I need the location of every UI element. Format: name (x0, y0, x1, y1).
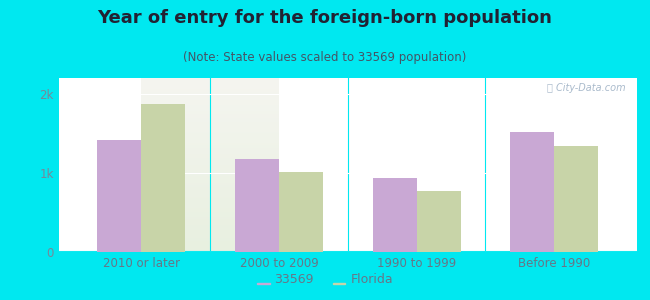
Bar (510, 132, 554, 252)
Text: Year of entry for the foreign-born population: Year of entry for the foreign-born popul… (98, 9, 552, 27)
Legend: 33569, Florida: 33569, Florida (252, 268, 398, 291)
Bar (372, 178, 417, 252)
Bar (141, 104, 185, 252)
Bar (554, 146, 599, 252)
Text: (Note: State values scaled to 33569 population): (Note: State values scaled to 33569 popu… (183, 51, 467, 64)
Text: Ⓢ City-Data.com: Ⓢ City-Data.com (547, 83, 625, 93)
Bar (97, 140, 141, 252)
Bar (235, 159, 279, 252)
Bar (417, 191, 461, 252)
Bar (279, 172, 323, 252)
